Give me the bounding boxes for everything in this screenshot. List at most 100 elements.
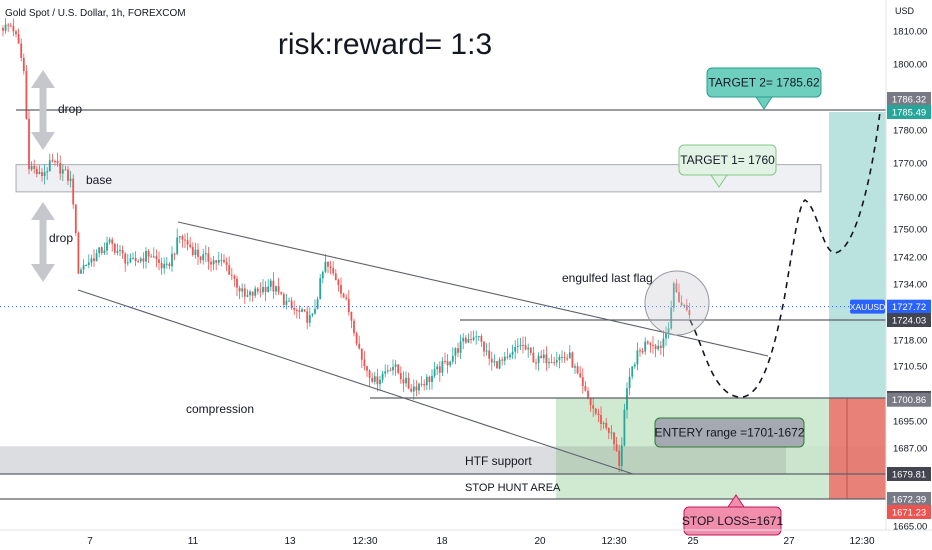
- candle-body: [516, 345, 519, 347]
- candle-body: [386, 370, 389, 372]
- candle-body: [306, 311, 309, 323]
- candle-body: [368, 370, 371, 378]
- candle-body: [345, 297, 348, 300]
- candle-body: [672, 283, 675, 308]
- drop-arrow-bottom: [31, 202, 55, 282]
- candle-body: [389, 370, 392, 372]
- candle-body: [215, 260, 218, 263]
- candle-body: [139, 258, 142, 262]
- price-tag-bg: [887, 299, 931, 314]
- candle-body: [288, 300, 290, 302]
- stop-hunt-label: STOP HUNT AREA: [465, 482, 561, 494]
- candle-body: [397, 364, 400, 374]
- candle-body: [178, 236, 181, 238]
- candle-body: [555, 360, 558, 363]
- price-tag-bg: [887, 505, 931, 519]
- arrow-head-down: [31, 132, 55, 150]
- candle-body: [488, 350, 491, 359]
- candle-body: [366, 366, 368, 371]
- candle-body: [594, 408, 597, 414]
- candle-body: [67, 169, 69, 181]
- entry-zone: [556, 398, 829, 499]
- candle-body: [82, 265, 85, 270]
- candle-body: [168, 263, 171, 267]
- candle-body: [207, 253, 210, 262]
- candle-body: [314, 308, 316, 314]
- candle-body: [301, 309, 303, 312]
- price-tag-bg: [887, 92, 931, 106]
- candle-body: [402, 379, 405, 384]
- candle-body: [412, 386, 415, 392]
- candle-body: [15, 31, 17, 35]
- candle-body: [116, 250, 119, 253]
- candle-body: [688, 310, 691, 316]
- candle-body: [457, 348, 459, 353]
- engulfed-circle: [644, 270, 710, 336]
- candle-body: [298, 310, 301, 312]
- candle-body: [399, 373, 402, 380]
- candle-body: [659, 345, 662, 348]
- candle-body: [12, 25, 15, 32]
- x-tick-label: 12:30: [601, 536, 626, 547]
- candle-body: [454, 348, 457, 356]
- price-tag: 1679.81: [887, 467, 931, 481]
- candle-body: [173, 253, 176, 255]
- candle-body: [623, 409, 626, 446]
- candle-body: [69, 178, 72, 181]
- candle-body: [332, 268, 335, 274]
- candle-body: [181, 236, 184, 240]
- candle-body: [129, 258, 132, 263]
- candle-body: [64, 169, 67, 171]
- candle-body: [358, 343, 361, 349]
- candle-body: [444, 361, 446, 362]
- candle-body: [420, 383, 423, 385]
- candle-body: [501, 359, 504, 361]
- candle-body: [633, 364, 636, 367]
- price-tag-text: 1786.32: [892, 95, 926, 106]
- candle-body: [163, 263, 166, 269]
- candle-body: [171, 253, 173, 267]
- candle-body: [436, 366, 439, 370]
- candle-body: [111, 239, 114, 244]
- candle-body: [337, 279, 340, 286]
- candle-body: [48, 160, 51, 172]
- entry-htf-overlap: [556, 446, 786, 474]
- candle-body: [652, 344, 654, 346]
- target2-callout-tail: [755, 96, 773, 110]
- candle-body: [254, 288, 257, 296]
- candle-body: [431, 375, 433, 382]
- y-tick-label: 1687.00: [893, 444, 927, 455]
- candle-body: [33, 166, 36, 169]
- candle-body: [316, 299, 319, 309]
- candle-body: [295, 310, 298, 311]
- candle-body: [28, 118, 30, 170]
- candle-body: [80, 269, 82, 274]
- htf-support-label: HTF support: [465, 454, 532, 468]
- price-tag: 1727.72: [887, 299, 931, 314]
- candle-body: [212, 260, 215, 265]
- candle-body: [225, 262, 228, 266]
- entry-callout-text: ENTERY range =1701-1672: [655, 426, 805, 440]
- candle-body: [542, 354, 545, 359]
- candle-body: [610, 432, 613, 434]
- y-tick-label: 1800.00: [893, 60, 927, 71]
- x-tick-label: 7: [87, 536, 93, 547]
- x-tick-label: 25: [687, 536, 699, 547]
- candle-body: [246, 295, 249, 297]
- candle-body: [620, 445, 623, 466]
- candle-body: [646, 341, 649, 344]
- candle-body: [451, 355, 454, 362]
- candle-body: [61, 169, 64, 174]
- candle-body: [259, 291, 262, 293]
- candle-body: [584, 386, 587, 391]
- y-tick-label: 1665.00: [893, 522, 927, 533]
- candle-body: [9, 25, 12, 27]
- channel-lower-line: [77, 289, 634, 475]
- candle-body: [25, 71, 28, 119]
- candle-body: [665, 332, 667, 339]
- candle-body: [485, 350, 488, 352]
- candle-body: [470, 339, 472, 340]
- candle-body: [571, 352, 574, 368]
